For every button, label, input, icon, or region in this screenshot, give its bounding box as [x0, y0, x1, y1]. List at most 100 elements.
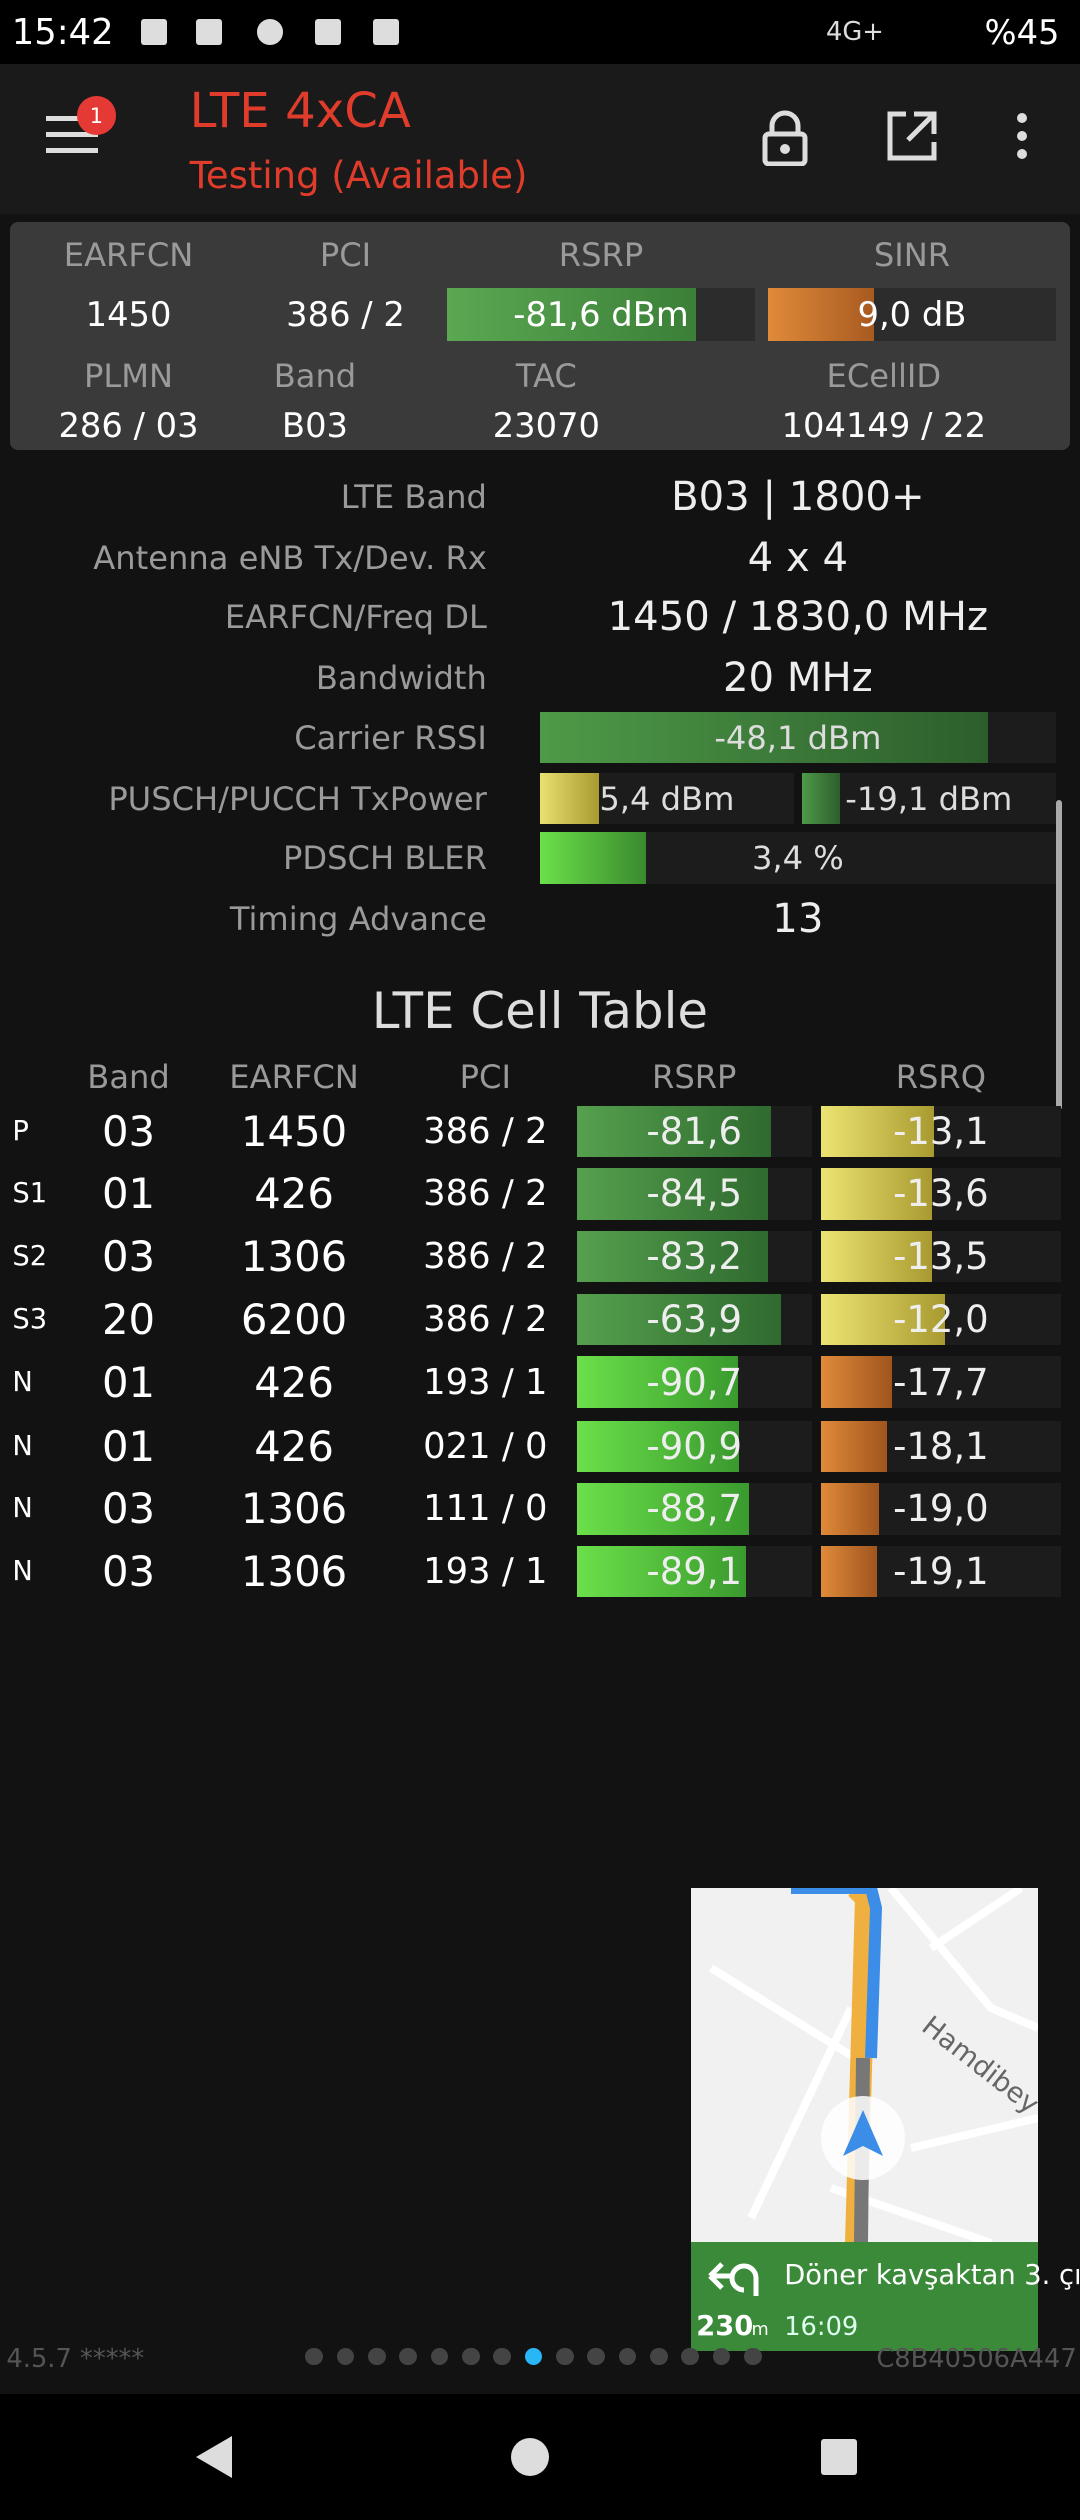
cell-band: 01	[101, 1421, 156, 1471]
page-dot[interactable]	[399, 2347, 417, 2366]
cell-type: S2	[12, 1241, 48, 1273]
notification-badge: 1	[77, 96, 116, 135]
page-dot[interactable]	[681, 2347, 700, 2366]
table-header: Band	[87, 1057, 170, 1096]
page-dot[interactable]	[744, 2347, 762, 2366]
page-dot[interactable]	[493, 2347, 512, 2366]
cell-pci: 193 / 1	[423, 1551, 548, 1593]
detail-value: 5,4 dBm	[599, 779, 735, 818]
cell-rsrp: -63,9	[646, 1297, 743, 1341]
cell-type: S1	[12, 1178, 48, 1210]
rsrp-bar	[576, 1483, 749, 1535]
table-header: RSRP	[652, 1057, 737, 1096]
map-view[interactable]	[691, 1888, 1038, 2243]
more-icon[interactable]	[1010, 110, 1034, 162]
detail-label: Carrier RSSI	[294, 718, 487, 757]
share-icon[interactable]	[886, 110, 938, 162]
cell-rsrp: -90,9	[646, 1424, 743, 1468]
cell-rsrq: -19,0	[893, 1487, 989, 1531]
cell-rsrq: -17,7	[893, 1360, 989, 1404]
summary-value: B03	[281, 406, 348, 446]
cell-band: 01	[101, 1357, 156, 1407]
cell-pci: 021 / 0	[423, 1425, 548, 1467]
map-time: 16:09	[784, 2311, 859, 2342]
cell-earfcn: 426	[254, 1357, 334, 1407]
detail-label: LTE Band	[340, 477, 487, 516]
detail-value: 3,4 %	[751, 839, 844, 878]
cell-type: N	[12, 1556, 33, 1588]
summary-value: 23070	[492, 406, 601, 446]
rssi-bar	[539, 711, 989, 764]
cell-band: 03	[101, 1106, 156, 1156]
status-icon	[372, 19, 399, 45]
cell-pci: 193 / 1	[423, 1361, 548, 1403]
map-unit: m	[751, 2320, 769, 2341]
table-header: PCI	[459, 1057, 511, 1096]
device-id: C8B40506A447	[876, 2344, 1077, 2375]
detail-value: -19,1 dBm	[845, 779, 1013, 818]
cell-earfcn: 426	[254, 1169, 334, 1219]
rsrp-bar	[576, 1356, 738, 1408]
lock-icon[interactable]	[760, 110, 810, 166]
page-dot[interactable]	[305, 2347, 323, 2366]
pucch-bar	[801, 772, 841, 825]
battery: %45	[984, 12, 1060, 52]
app-bar	[0, 64, 1080, 214]
cell-band: 03	[101, 1232, 156, 1282]
cell-rsrp: -84,5	[646, 1172, 743, 1216]
cell-earfcn: 426	[254, 1421, 334, 1471]
detail-label: EARFCN/Freq DL	[224, 598, 487, 637]
summary-label: TAC	[515, 357, 577, 396]
clock: 15:42	[11, 11, 114, 53]
cell-earfcn: 6200	[240, 1294, 348, 1344]
status-bar	[0, 0, 1080, 64]
detail-label: Antenna eNB Tx/Dev. Rx	[93, 538, 487, 577]
page-dot[interactable]	[650, 2347, 668, 2366]
page-dot[interactable]	[556, 2347, 574, 2366]
turn-icon	[708, 2262, 759, 2296]
cell-rsrp: -89,1	[646, 1550, 743, 1594]
cell-earfcn: 1306	[240, 1484, 348, 1534]
rsrq-bar	[821, 1168, 933, 1220]
cell-rsrq: -12,0	[893, 1297, 989, 1341]
cell-band: 20	[101, 1294, 156, 1344]
rsrp-bar	[576, 1105, 772, 1158]
menu-icon[interactable]	[46, 112, 102, 156]
rsrp-bar	[576, 1293, 781, 1346]
page-dot[interactable]	[524, 2347, 543, 2366]
cell-earfcn: 1450	[240, 1106, 348, 1156]
detail-label: Bandwidth	[315, 659, 487, 698]
rsrq-bar	[821, 1420, 888, 1472]
summary-value: 286 / 03	[58, 406, 199, 446]
summary-label: SINR	[873, 236, 951, 275]
nav-buttons	[196, 2436, 857, 2478]
home-button[interactable]	[511, 2438, 549, 2476]
cell-earfcn: 1306	[240, 1232, 348, 1282]
back-button[interactable]	[196, 2436, 232, 2478]
map-instruction: Döner kavşaktan 3. çık...	[784, 2260, 1080, 2291]
app-subtitle: Testing (Available)	[189, 153, 528, 197]
rsrq-bar	[821, 1105, 934, 1158]
page-dot[interactable]	[618, 2347, 637, 2366]
status-icon	[141, 19, 168, 45]
cell-rsrq: -13,5	[893, 1235, 989, 1279]
page-dot[interactable]	[336, 2347, 355, 2366]
recents-button[interactable]	[821, 2439, 857, 2475]
rsrp-bar	[576, 1545, 746, 1598]
cell-type: P	[12, 1115, 29, 1147]
page-dot[interactable]	[368, 2347, 386, 2366]
cell-type: N	[12, 1366, 33, 1398]
map-banner[interactable]	[691, 2242, 1038, 2351]
cell-rsrp: -81,6	[646, 1109, 743, 1153]
rsrp-bar	[576, 1230, 769, 1283]
summary-label: ECellID	[826, 357, 942, 396]
pusch-bar	[539, 772, 600, 825]
summary-value: 1450	[85, 294, 172, 334]
page-dot[interactable]	[462, 2347, 480, 2366]
page-dot[interactable]	[430, 2347, 449, 2366]
rsrq-bar	[821, 1483, 880, 1535]
page-dot[interactable]	[587, 2347, 606, 2366]
page-dot[interactable]	[712, 2347, 731, 2366]
cell-pci: 386 / 2	[423, 1298, 548, 1340]
